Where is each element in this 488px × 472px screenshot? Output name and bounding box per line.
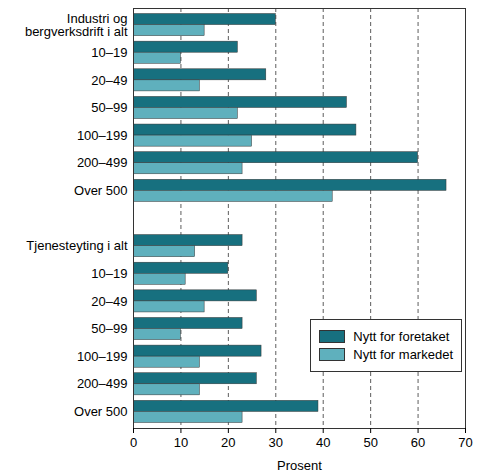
svg-text:Industri ogbergverksdrift i al: Industri ogbergverksdrift i alt — [25, 11, 128, 39]
svg-text:100–199: 100–199 — [77, 349, 128, 364]
svg-text:20–49: 20–49 — [91, 73, 127, 88]
svg-text:10–19: 10–19 — [91, 266, 127, 281]
html-text:Nytt for markedet: Nytt for markedet — [353, 347, 453, 362]
svg-text:20–49: 20–49 — [91, 294, 127, 309]
svg-text:60: 60 — [411, 435, 425, 450]
svg-text:20: 20 — [221, 435, 235, 450]
svg-text:70: 70 — [458, 435, 472, 450]
svg-text:100–199: 100–199 — [77, 128, 128, 143]
svg-text:0: 0 — [130, 435, 137, 450]
svg-text:30: 30 — [269, 435, 283, 450]
svg-text:200–499: 200–499 — [77, 376, 128, 391]
svg-text:40: 40 — [316, 435, 330, 450]
svg-text:Over 500: Over 500 — [74, 404, 127, 419]
svg-text:200–499: 200–499 — [77, 155, 128, 170]
svg-text:50–99: 50–99 — [91, 100, 127, 115]
svg-text:10: 10 — [174, 435, 188, 450]
svg-text:50: 50 — [363, 435, 377, 450]
svg-text:50–99: 50–99 — [91, 321, 127, 336]
svg-text:10–19: 10–19 — [91, 45, 127, 60]
svg-text:Tjenesteyting i alt: Tjenesteyting i alt — [26, 238, 128, 253]
svg-text:Prosent: Prosent — [277, 458, 322, 472]
svg-text:Over 500: Over 500 — [74, 183, 127, 198]
html-text:Nytt for foretaket: Nytt for foretaket — [353, 329, 450, 344]
